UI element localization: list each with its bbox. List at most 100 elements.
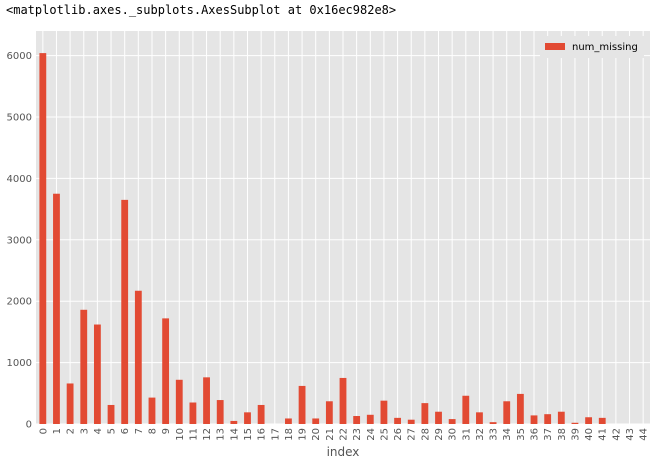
- bar: [435, 411, 442, 424]
- x-tick-label: 16: [257, 428, 268, 441]
- x-tick-label: 39: [570, 428, 581, 441]
- bar: [407, 419, 415, 424]
- bar: [530, 415, 538, 424]
- x-tick-label: 2: [66, 428, 77, 434]
- bar: [162, 318, 170, 424]
- x-tick-label: 6: [120, 428, 131, 434]
- bar: [462, 395, 470, 424]
- x-tick-label: 28: [420, 428, 431, 441]
- bar: [339, 377, 347, 424]
- bar: [503, 401, 511, 424]
- x-tick-label: 27: [407, 428, 418, 441]
- bar: [325, 401, 333, 424]
- bar: [366, 414, 374, 424]
- bar: [53, 193, 60, 424]
- bar: [421, 403, 429, 424]
- x-tick-label: 44: [639, 428, 650, 441]
- bar: [544, 414, 552, 424]
- x-tick-label: 1: [52, 428, 63, 434]
- y-tick-label: 1000: [7, 358, 32, 369]
- x-tick-label: 21: [325, 428, 336, 441]
- y-axis-ticks: 0 1000 2000 3000 4000 5000 6000: [7, 51, 32, 430]
- bar: [298, 385, 306, 424]
- x-tick-label: 32: [475, 428, 486, 441]
- legend: num_missing: [540, 36, 644, 58]
- x-axis-label: index: [327, 445, 360, 459]
- x-tick-label: 40: [584, 428, 595, 441]
- x-tick-label: 43: [625, 428, 636, 441]
- x-tick-label: 38: [557, 428, 568, 441]
- bar: [516, 393, 524, 424]
- x-tick-label: 15: [243, 428, 254, 441]
- x-tick-label: 41: [598, 428, 609, 441]
- x-tick-label: 8: [147, 428, 158, 434]
- x-tick-label: 9: [161, 428, 172, 434]
- bar: [585, 417, 593, 424]
- bar: [489, 422, 497, 424]
- x-tick-label: 24: [366, 428, 377, 441]
- bar: [148, 397, 156, 424]
- bar: [189, 402, 197, 424]
- bar: [353, 416, 361, 424]
- x-tick-label: 42: [611, 428, 622, 441]
- x-tick-label: 31: [461, 428, 472, 441]
- x-tick-label: 13: [216, 428, 227, 441]
- x-tick-label: 36: [530, 428, 541, 441]
- legend-box: [540, 36, 644, 58]
- x-tick-label: 22: [339, 428, 350, 441]
- x-tick-label: 37: [543, 428, 554, 441]
- bar: [244, 412, 251, 424]
- bar: [476, 412, 483, 424]
- bar: [80, 309, 88, 424]
- cell-output-repr: <matplotlib.axes._subplots.AxesSubplot a…: [6, 3, 397, 17]
- x-tick-label: 34: [502, 428, 513, 441]
- bar: [107, 404, 115, 424]
- bars: [39, 53, 606, 424]
- x-tick-label: 19: [298, 428, 309, 441]
- x-tick-label: 30: [448, 428, 459, 441]
- bar: [134, 290, 142, 424]
- x-tick-label: 18: [284, 428, 295, 441]
- y-tick-label: 0: [26, 420, 32, 431]
- legend-label: num_missing: [572, 42, 638, 53]
- y-tick-label: 6000: [7, 51, 32, 62]
- bar: [93, 324, 101, 424]
- x-tick-label: 10: [175, 428, 186, 441]
- bar: [175, 379, 183, 424]
- bar: [598, 417, 606, 424]
- x-tick-label: 12: [202, 428, 213, 441]
- x-tick-label: 25: [379, 428, 390, 441]
- legend-swatch: [545, 43, 565, 50]
- x-tick-label: 14: [229, 428, 240, 441]
- bar: [285, 418, 292, 424]
- bar: [312, 418, 320, 424]
- y-tick-label: 4000: [7, 174, 32, 185]
- bar: [39, 53, 47, 424]
- bar: [571, 422, 579, 424]
- bar: [121, 199, 129, 424]
- x-tick-label: 5: [107, 428, 118, 434]
- x-tick-label: 11: [188, 428, 199, 441]
- x-tick-label: 3: [79, 428, 90, 434]
- y-tick-label: 2000: [7, 297, 32, 308]
- x-tick-label: 35: [516, 428, 527, 441]
- bar: [557, 411, 565, 424]
- y-tick-label: 5000: [7, 112, 32, 123]
- bar: [380, 400, 388, 424]
- bar: [394, 417, 401, 424]
- x-tick-label: 4: [93, 428, 104, 434]
- x-tick-label: 29: [434, 428, 445, 441]
- x-axis-ticks: 0 1 2 3 4 5 6 7 8 9 10 11 12 13 14 15 16 17 18 19 20 21 22 23 24…: [38, 428, 649, 441]
- x-tick-label: 7: [134, 428, 145, 434]
- x-tick-label: 26: [393, 428, 404, 441]
- x-tick-label: 0: [38, 428, 49, 434]
- x-tick-label: 20: [311, 428, 322, 441]
- bar: [66, 383, 74, 424]
- x-tick-label: 23: [352, 428, 363, 441]
- x-tick-label: 17: [270, 428, 281, 441]
- bar: [203, 377, 210, 424]
- bar: [230, 420, 238, 424]
- x-tick-label: 33: [489, 428, 500, 441]
- bar: [257, 404, 265, 424]
